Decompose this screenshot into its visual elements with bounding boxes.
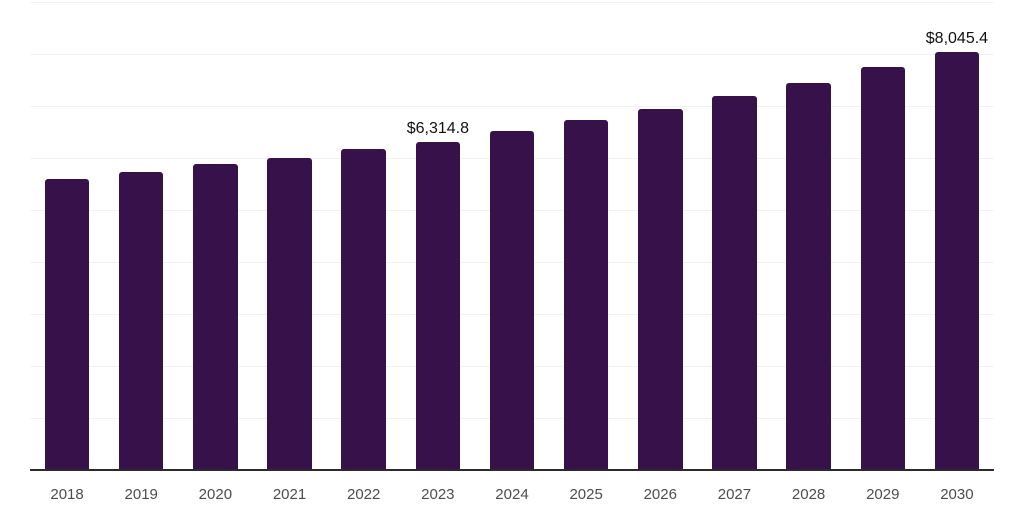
x-tick-label-2022: 2022 bbox=[346, 486, 381, 503]
bar-2023 bbox=[415, 141, 461, 470]
x-tick-label-2030: 2030 bbox=[940, 486, 974, 503]
data-label-2030: $8,045.4 bbox=[925, 29, 989, 47]
x-tick-label-2025: 2025 bbox=[569, 486, 603, 503]
x-tick-label-2027: 2027 bbox=[717, 486, 752, 503]
bar-2029 bbox=[860, 67, 906, 470]
bar-2020 bbox=[193, 164, 238, 470]
gridline-9000 bbox=[30, 2, 994, 3]
x-tick-label-2021: 2021 bbox=[272, 486, 307, 503]
x-tick-label-2028: 2028 bbox=[791, 486, 826, 503]
bar-2024 bbox=[489, 130, 535, 470]
bar-2030 bbox=[934, 51, 980, 470]
x-tick-label-2023: 2023 bbox=[421, 486, 455, 503]
data-label-2023: $6,314.8 bbox=[406, 119, 469, 137]
x-tick-label-2019: 2019 bbox=[124, 486, 158, 503]
bar-2028 bbox=[786, 82, 831, 470]
x-tick-label-2018: 2018 bbox=[50, 486, 84, 503]
bar-2019 bbox=[118, 171, 164, 470]
x-tick-label-2020: 2020 bbox=[198, 486, 233, 503]
gridline-8000 bbox=[30, 54, 994, 55]
x-tick-label-2024: 2024 bbox=[495, 486, 529, 503]
x-axis-line bbox=[30, 469, 994, 471]
bar-2025 bbox=[563, 120, 609, 470]
bar-2018 bbox=[44, 179, 90, 470]
gridline-7000 bbox=[30, 106, 994, 107]
bar-2022 bbox=[341, 149, 386, 470]
bar-2027 bbox=[712, 96, 757, 470]
x-tick-label-2026: 2026 bbox=[643, 486, 677, 503]
bar-2026 bbox=[638, 108, 683, 470]
bar-2021 bbox=[267, 158, 312, 470]
x-tick-label-2029: 2029 bbox=[866, 486, 900, 503]
